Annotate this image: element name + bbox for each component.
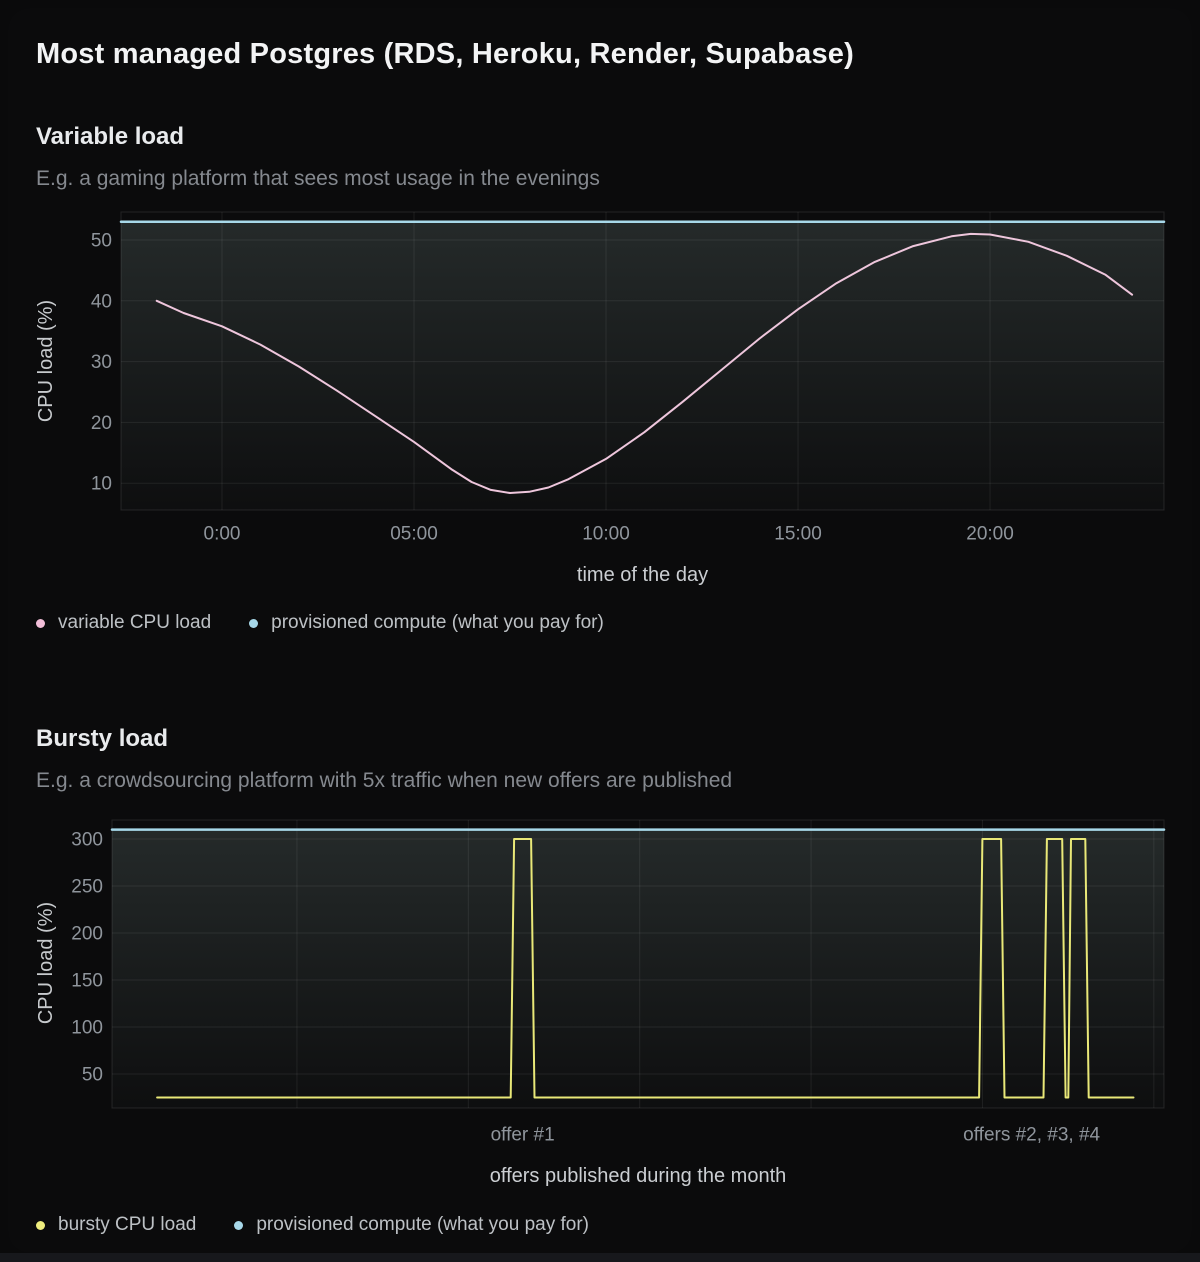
variable-load-subtitle: E.g. a gaming platform that sees most us…: [36, 167, 600, 190]
series-line: [156, 838, 1135, 1099]
bursty-load-legend: bursty CPU load provisioned compute (wha…: [36, 1214, 589, 1236]
legend-dot-cyan-icon: [249, 618, 259, 628]
axis-annotations: offer #1 offers #2, #3, #4: [491, 1125, 1101, 1146]
bursty-load-x-axis-title: offers published during the month: [489, 1165, 787, 1187]
plot-border: [111, 819, 1165, 1109]
legend-label: provisioned compute (what you pay for): [256, 1214, 590, 1235]
variable-load-legend: variable CPU load provisioned compute (w…: [36, 612, 604, 634]
y-tick-label: 50: [82, 1064, 103, 1085]
y-tick-label: 10: [91, 474, 112, 495]
bursty-load-chart[interactable]: 50 100 150 200 250 300 offer #1 offers #2, #3, …: [36, 808, 1168, 1148]
dashboard-card: Most managed Postgres (RDS, Heroku, Rend…: [8, 8, 1192, 1253]
x-tick-label: 0:00: [204, 524, 241, 545]
y-tick-label: 300: [71, 829, 103, 850]
grid-lines: [112, 820, 1164, 1108]
x-tick-label: 20:00: [966, 524, 1014, 545]
y-tick-labels: 10 20 30 40 50: [91, 230, 112, 494]
legend-label: provisioned compute (what you pay for): [271, 612, 604, 633]
y-tick-label: 40: [91, 291, 112, 312]
y-tick-label: 30: [91, 352, 112, 373]
y-tick-label: 20: [91, 413, 112, 434]
y-tick-label: 200: [71, 923, 103, 944]
legend-item-provisioned-compute[interactable]: provisioned compute (what you pay for): [249, 612, 604, 634]
y-tick-label: 150: [71, 970, 103, 991]
legend-label: variable CPU load: [58, 612, 212, 633]
legend-dot-pink-icon: [36, 618, 45, 628]
legend-item-variable-cpu-load[interactable]: variable CPU load: [36, 612, 211, 634]
y-tick-label: 250: [71, 876, 103, 897]
variable-load-heading: Variable load: [36, 123, 185, 150]
legend-dot-yellow-icon: [36, 1220, 45, 1230]
variable-load-x-axis-title: time of the day: [576, 564, 709, 586]
variable-load-chart[interactable]: 10 20 30 40 50 0:00 05:00 10:00 15:00 20:00: [36, 200, 1168, 553]
x-tick-labels: 0:00 05:00 10:00 15:00 20:00: [204, 524, 1014, 545]
x-tick-label: 15:00: [774, 524, 822, 545]
x-tick-label: 10:00: [582, 524, 630, 545]
x-tick-label: 05:00: [390, 524, 438, 545]
page-title: Most managed Postgres (RDS, Heroku, Rend…: [36, 38, 854, 70]
provisioned-area-fill: [112, 829, 1164, 1108]
page-bottom-strip: [0, 1253, 1200, 1262]
grid-lines: [121, 212, 1164, 510]
legend-item-provisioned-compute[interactable]: provisioned compute (what you pay for): [234, 1214, 589, 1236]
provisioned-area-fill: [121, 221, 1164, 511]
legend-label: bursty CPU load: [58, 1214, 197, 1235]
y-tick-labels: 50 100 150 200 250 300: [71, 829, 103, 1085]
legend-item-bursty-cpu-load[interactable]: bursty CPU load: [36, 1214, 196, 1236]
series-line: [155, 232, 1134, 494]
legend-dot-cyan-icon: [234, 1220, 244, 1230]
plot-border: [120, 211, 1165, 511]
bursty-load-heading: Bursty load: [36, 725, 169, 752]
bursty-load-subtitle: E.g. a crowdsourcing platform with 5x tr…: [36, 769, 733, 792]
y-tick-label: 100: [71, 1017, 103, 1038]
y-tick-label: 50: [91, 230, 112, 251]
axis-annotation: offers #2, #3, #4: [963, 1125, 1100, 1146]
axis-annotation: offer #1: [491, 1125, 555, 1146]
